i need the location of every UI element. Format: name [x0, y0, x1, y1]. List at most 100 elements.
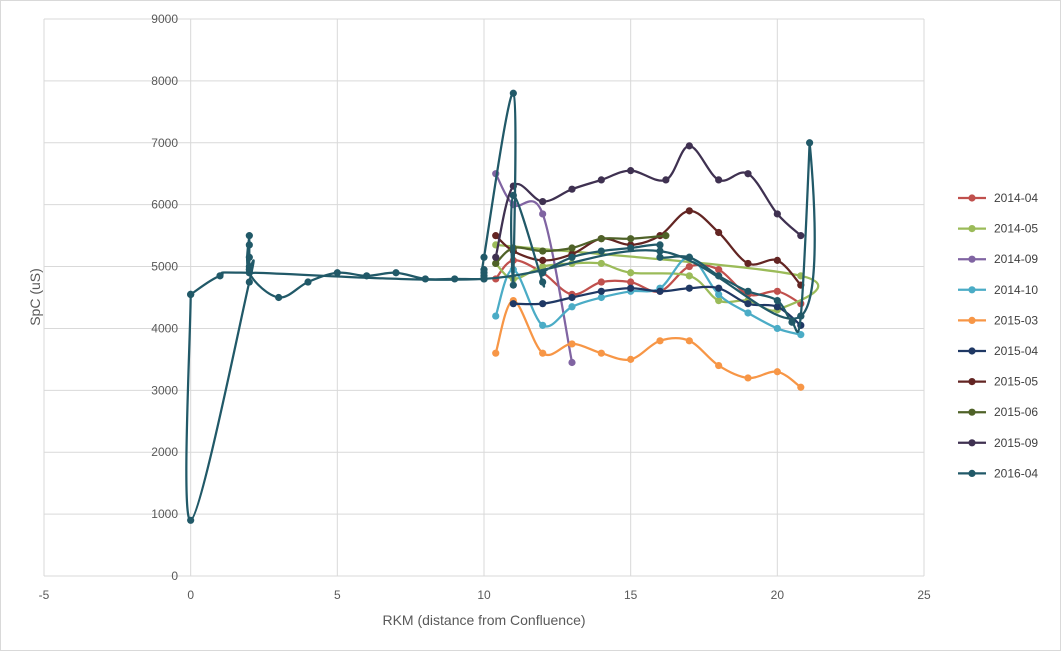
data-point — [492, 349, 500, 357]
x-tick-label: 25 — [917, 588, 931, 602]
data-point — [492, 253, 500, 261]
y-tick-label: 7000 — [151, 136, 178, 150]
legend-item: 2016-04 — [958, 466, 1038, 480]
y-tick-label: 4000 — [151, 321, 178, 335]
data-point — [509, 300, 517, 308]
x-tick-label: 15 — [624, 588, 638, 602]
data-point — [333, 269, 341, 277]
legend-marker — [968, 255, 976, 263]
data-point — [788, 318, 796, 326]
legend-item: 2015-06 — [958, 405, 1038, 419]
data-point — [627, 235, 635, 243]
data-point — [744, 259, 752, 268]
data-point — [245, 262, 253, 271]
legend-label: 2015-06 — [994, 405, 1038, 419]
data-point — [797, 383, 805, 391]
data-point — [568, 244, 576, 252]
data-point — [245, 232, 253, 240]
tick-labels: 0 1000 2000 3000 4000 5000 6000 7000 8000 9000 -5 0… — [39, 12, 931, 602]
data-point — [597, 259, 605, 268]
data-point — [744, 287, 752, 295]
y-tick-label: 1000 — [151, 507, 178, 521]
legend-item: 2014-04 — [958, 191, 1038, 205]
data-point — [568, 303, 576, 311]
data-point — [715, 272, 723, 280]
legend-item: 2015-05 — [958, 375, 1038, 389]
data-point — [685, 337, 693, 345]
data-point — [715, 176, 723, 184]
data-point — [662, 176, 670, 184]
data-point — [539, 210, 547, 218]
legend-label: 2015-09 — [994, 436, 1038, 450]
data-point — [773, 210, 781, 218]
legend-marker — [968, 194, 976, 202]
data-point — [685, 284, 693, 292]
data-point — [773, 368, 781, 376]
data-point — [744, 374, 752, 382]
data-point — [509, 89, 517, 97]
y-axis-title: SpC (uS) — [27, 268, 43, 326]
data-point — [539, 269, 547, 277]
data-point — [539, 349, 547, 357]
data-point — [744, 300, 752, 308]
data-point — [539, 197, 547, 206]
data-point — [539, 262, 547, 271]
legend-label: 2015-04 — [994, 344, 1038, 358]
data-point — [773, 296, 781, 305]
data-point — [627, 284, 635, 292]
legend-label: 2014-04 — [994, 191, 1038, 205]
data-point — [539, 300, 547, 308]
y-tick-label: 9000 — [151, 12, 178, 26]
x-tick-label: 20 — [771, 588, 785, 602]
legend-label: 2014-09 — [994, 252, 1038, 266]
legend-item: 2015-09 — [958, 436, 1038, 450]
data-point — [480, 275, 488, 283]
legend-marker — [968, 286, 976, 294]
data-point — [685, 262, 693, 271]
data-point — [656, 241, 664, 249]
legend-item: 2015-04 — [958, 344, 1038, 358]
legend-item: 2014-05 — [958, 222, 1038, 236]
data-point — [597, 287, 605, 295]
series-2015-04 — [509, 284, 805, 329]
data-point — [216, 272, 224, 280]
data-point — [492, 312, 500, 320]
data-point — [627, 244, 635, 252]
data-point — [304, 278, 312, 286]
legend-label: 2014-05 — [994, 222, 1038, 236]
data-point — [597, 293, 605, 302]
legend-marker — [968, 439, 976, 447]
data-point — [451, 275, 459, 283]
legend-item: 2015-03 — [958, 313, 1038, 327]
data-point — [773, 287, 781, 295]
data-point — [480, 253, 488, 261]
y-tick-label: 3000 — [151, 383, 178, 397]
gridlines — [43, 18, 925, 577]
data-point — [539, 321, 547, 329]
data-point — [797, 232, 805, 240]
x-tick-label: 5 — [334, 588, 341, 602]
data-point — [656, 247, 664, 255]
data-point — [568, 293, 576, 302]
x-axis-title: RKM (distance from Confluence) — [382, 612, 585, 628]
data-point — [744, 170, 752, 178]
legend-label: 2015-05 — [994, 375, 1038, 389]
data-point — [662, 232, 670, 240]
data-point — [715, 296, 723, 305]
legend-marker — [968, 469, 976, 477]
data-point — [492, 232, 500, 240]
data-point — [275, 293, 283, 302]
data-point — [806, 139, 814, 147]
data-point — [685, 142, 693, 150]
data-point — [797, 312, 805, 320]
data-point — [597, 278, 605, 286]
legend-marker — [968, 347, 976, 355]
data-point — [539, 278, 547, 286]
x-tick-label: -5 — [39, 588, 50, 602]
data-point — [245, 241, 253, 249]
legend-label: 2016-04 — [994, 466, 1038, 480]
data-point — [715, 228, 723, 237]
data-point — [656, 287, 664, 295]
data-point — [568, 253, 576, 261]
